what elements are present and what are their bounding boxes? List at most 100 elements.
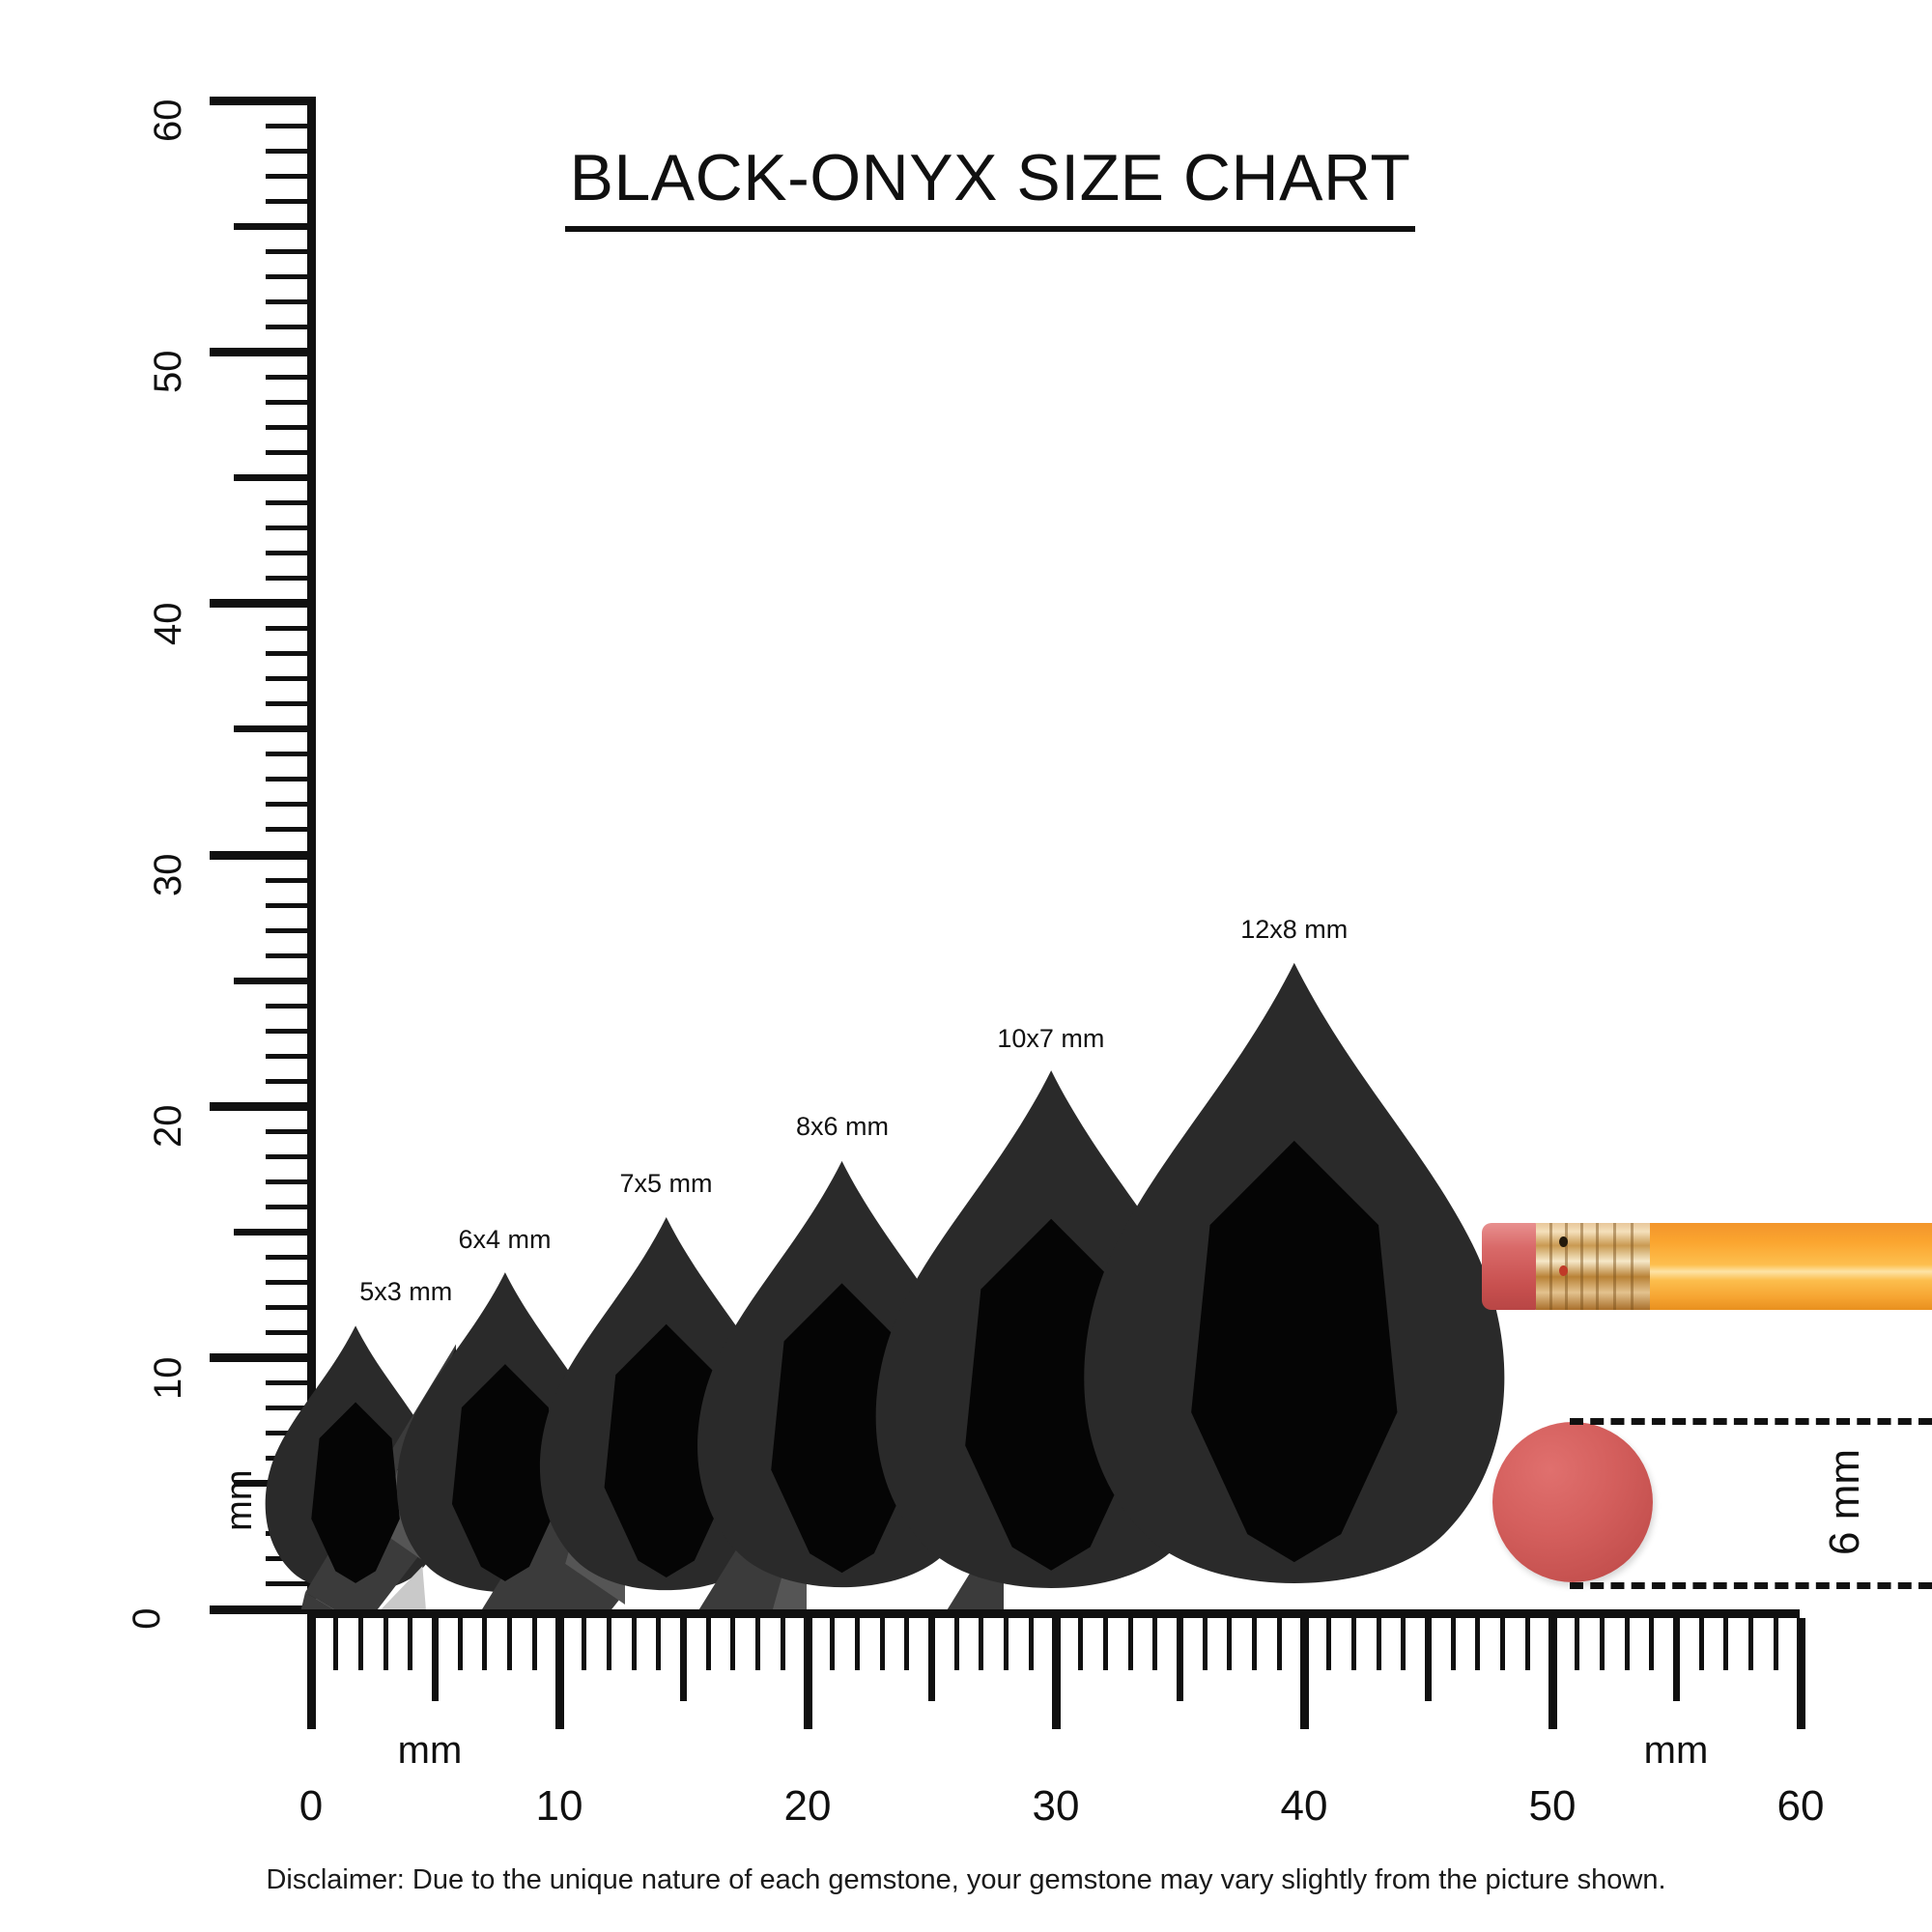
vertical-ruler-tick <box>266 374 316 380</box>
horizontal-ruler-tick <box>680 1618 687 1701</box>
horizontal-ruler-label: 40 <box>1280 1782 1328 1830</box>
horizontal-ruler-tick <box>1649 1618 1655 1670</box>
vertical-ruler-label: 10 <box>147 1356 189 1400</box>
vertical-ruler-tick <box>266 1406 316 1411</box>
horizontal-ruler-tick <box>1723 1618 1729 1670</box>
horizontal-ruler-tick <box>1376 1618 1381 1670</box>
horizontal-ruler-tick <box>432 1618 439 1701</box>
eraser-dimension-bottom-line <box>1570 1582 1932 1589</box>
vertical-ruler-tick <box>266 248 316 254</box>
vertical-ruler-tick <box>266 424 316 430</box>
pencil-eraser-tip <box>1482 1223 1538 1310</box>
vertical-ruler-tick <box>266 927 316 933</box>
horizontal-ruler-tick <box>1326 1618 1332 1670</box>
vertical-ruler-tick <box>266 198 316 204</box>
vertical-ruler-tick <box>210 347 316 356</box>
horizontal-ruler-label: 60 <box>1776 1782 1825 1830</box>
horizontal-ruler-tick <box>730 1618 736 1670</box>
vertical-ruler-tick <box>266 1028 316 1034</box>
horizontal-ruler-tick <box>1078 1618 1084 1670</box>
gemstone-12x8-mm[interactable] <box>1053 953 1536 1609</box>
horizontal-ruler-tick <box>879 1618 885 1670</box>
gemstone-label: 8x6 mm <box>795 1112 889 1142</box>
gemstone-label: 6x4 mm <box>458 1224 552 1254</box>
horizontal-ruler-tick <box>1004 1618 1009 1670</box>
disclaimer-text: Disclaimer: Due to the unique nature of … <box>266 1864 1666 1895</box>
horizontal-ruler-tick <box>1177 1618 1183 1701</box>
vertical-ruler-tick <box>266 123 316 128</box>
vertical-ruler-tick <box>210 1605 316 1614</box>
horizontal-ruler-tick <box>1475 1618 1481 1670</box>
vertical-ruler-tick <box>210 599 316 609</box>
vertical-ruler-tick <box>266 298 316 304</box>
horizontal-ruler-tick <box>1299 1618 1309 1729</box>
vertical-ruler-label: 20 <box>147 1104 189 1149</box>
vertical-ruler-tick <box>266 449 316 455</box>
vertical-ruler-tick <box>266 902 316 908</box>
vertical-ruler-tick <box>234 977 316 984</box>
vertical-ruler-tick <box>210 1101 316 1111</box>
horizontal-ruler-tick <box>554 1618 564 1729</box>
horizontal-ruler-tick <box>979 1618 984 1670</box>
gemstone-label: 10x7 mm <box>997 1023 1105 1053</box>
horizontal-ruler-tick <box>1127 1618 1133 1670</box>
horizontal-ruler-tick <box>780 1618 785 1670</box>
vertical-ruler-tick <box>266 1153 316 1159</box>
vertical-ruler-tick <box>266 273 316 279</box>
horizontal-ruler-tick <box>904 1618 910 1670</box>
horizontal-ruler-label: 30 <box>1032 1782 1080 1830</box>
vertical-ruler-tick <box>266 526 316 531</box>
vertical-ruler-tick <box>266 1053 316 1059</box>
vertical-ruler-tick <box>266 1003 316 1009</box>
pencil-ferrule <box>1536 1223 1652 1310</box>
horizontal-ruler-tick <box>333 1618 339 1670</box>
vertical-ruler-tick <box>266 1128 316 1134</box>
vertical-ruler-tick <box>210 850 316 860</box>
eraser-dimension-top-line <box>1570 1418 1932 1425</box>
vertical-ruler-tick <box>266 551 316 556</box>
title-block: BLACK-ONYX SIZE CHART <box>565 145 1415 232</box>
horizontal-ruler-tick <box>383 1618 388 1670</box>
vertical-ruler-label: 0 <box>125 1607 168 1630</box>
horizontal-ruler-tick <box>1575 1618 1580 1670</box>
vertical-ruler-tick <box>266 1305 316 1311</box>
horizontal-ruler-unit-label-left: mm <box>397 1729 463 1772</box>
horizontal-ruler-label: 10 <box>535 1782 583 1830</box>
horizontal-ruler-tick <box>1450 1618 1456 1670</box>
ferrule-dot-red <box>1559 1265 1568 1276</box>
vertical-ruler-tick <box>266 626 316 632</box>
gemstone-label: 12x8 mm <box>1240 915 1349 945</box>
vertical-ruler-tick <box>266 500 316 506</box>
horizontal-ruler-tick <box>854 1618 860 1670</box>
horizontal-ruler-tick <box>1252 1618 1258 1670</box>
vertical-ruler-tick <box>266 399 316 405</box>
horizontal-ruler-tick <box>1202 1618 1208 1670</box>
vertical-ruler-tick <box>266 1581 316 1587</box>
gemstone-label: 5x3 mm <box>359 1277 453 1307</box>
horizontal-ruler-tick <box>1773 1618 1778 1670</box>
vertical-ruler-tick <box>266 701 316 707</box>
vertical-ruler-tick <box>234 222 316 230</box>
gemstone-label: 7x5 mm <box>619 1168 713 1198</box>
horizontal-ruler-tick <box>1102 1618 1108 1670</box>
vertical-ruler-tick <box>266 777 316 782</box>
pencil-image <box>1482 1223 1932 1310</box>
vertical-ruler-tick <box>266 752 316 757</box>
eraser-disc <box>1492 1422 1653 1582</box>
horizontal-ruler-tick <box>482 1618 488 1670</box>
horizontal-ruler-tick <box>1227 1618 1233 1670</box>
horizontal-ruler-tick <box>803 1618 812 1729</box>
vertical-ruler-tick <box>266 576 316 582</box>
vertical-ruler-tick <box>266 1255 316 1261</box>
horizontal-ruler-tick <box>928 1618 935 1701</box>
page-title: BLACK-ONYX SIZE CHART <box>569 141 1411 214</box>
vertical-ruler-tick <box>266 1204 316 1209</box>
horizontal-ruler-tick <box>606 1618 611 1670</box>
horizontal-ruler-unit-label-right: mm <box>1643 1729 1709 1772</box>
vertical-ruler-tick <box>266 802 316 808</box>
horizontal-ruler-tick <box>755 1618 761 1670</box>
vertical-ruler-tick <box>266 1078 316 1084</box>
horizontal-ruler-tick <box>631 1618 637 1670</box>
vertical-ruler-tick <box>266 676 316 682</box>
